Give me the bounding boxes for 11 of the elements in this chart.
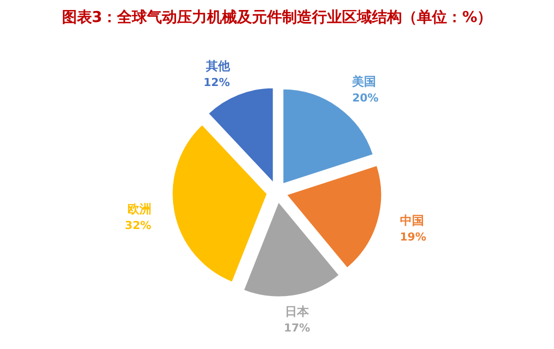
slice-label: 日本: [285, 304, 310, 318]
data-label: 19%: [400, 230, 426, 244]
slice-label: 中国: [400, 214, 424, 228]
slice-label: 欧洲: [127, 202, 152, 216]
data-label: 32%: [124, 218, 152, 232]
slice-label: 美国: [351, 74, 376, 88]
slice-label: 其他: [204, 58, 231, 73]
chart-title: 图表3：全球气动压力机械及元件制造行业区域结构（单位：%）: [62, 8, 492, 26]
data-label: 20%: [352, 91, 379, 104]
data-label: 12%: [204, 76, 230, 89]
data-label: 17%: [284, 321, 310, 334]
